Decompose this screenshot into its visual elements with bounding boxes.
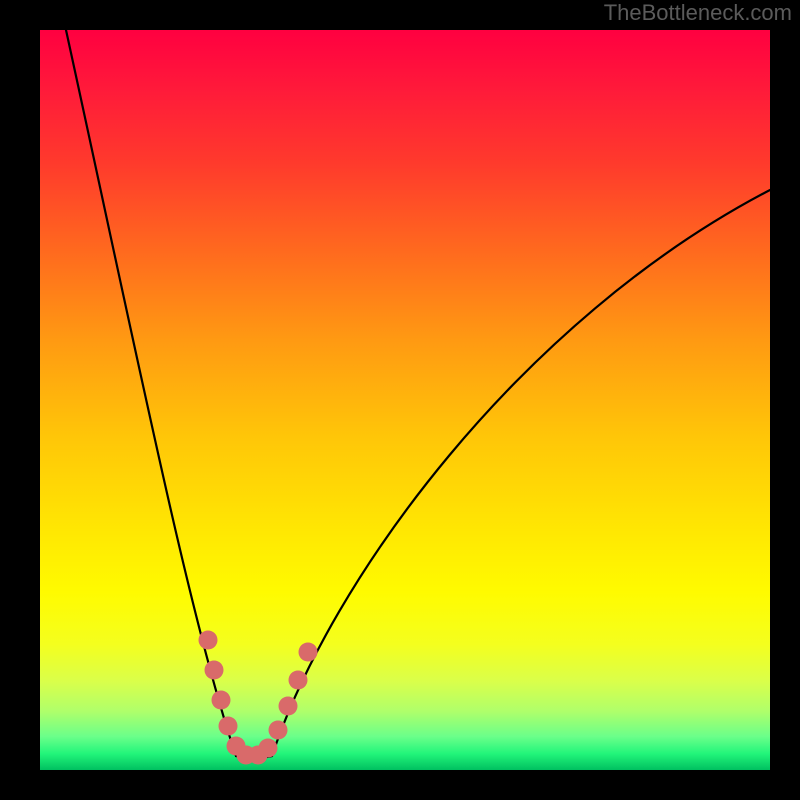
highlight-dot (299, 643, 318, 662)
gradient-background (40, 30, 770, 770)
watermark-text: TheBottleneck.com (604, 0, 792, 26)
highlight-dot (269, 721, 288, 740)
chart-svg (0, 0, 800, 800)
highlight-dot (212, 691, 231, 710)
highlight-dot (219, 717, 238, 736)
highlight-dot (279, 697, 298, 716)
highlight-dot (259, 739, 278, 758)
highlight-dot (205, 661, 224, 680)
highlight-dot (289, 671, 308, 690)
highlight-dot (199, 631, 218, 650)
chart-stage: TheBottleneck.com (0, 0, 800, 800)
